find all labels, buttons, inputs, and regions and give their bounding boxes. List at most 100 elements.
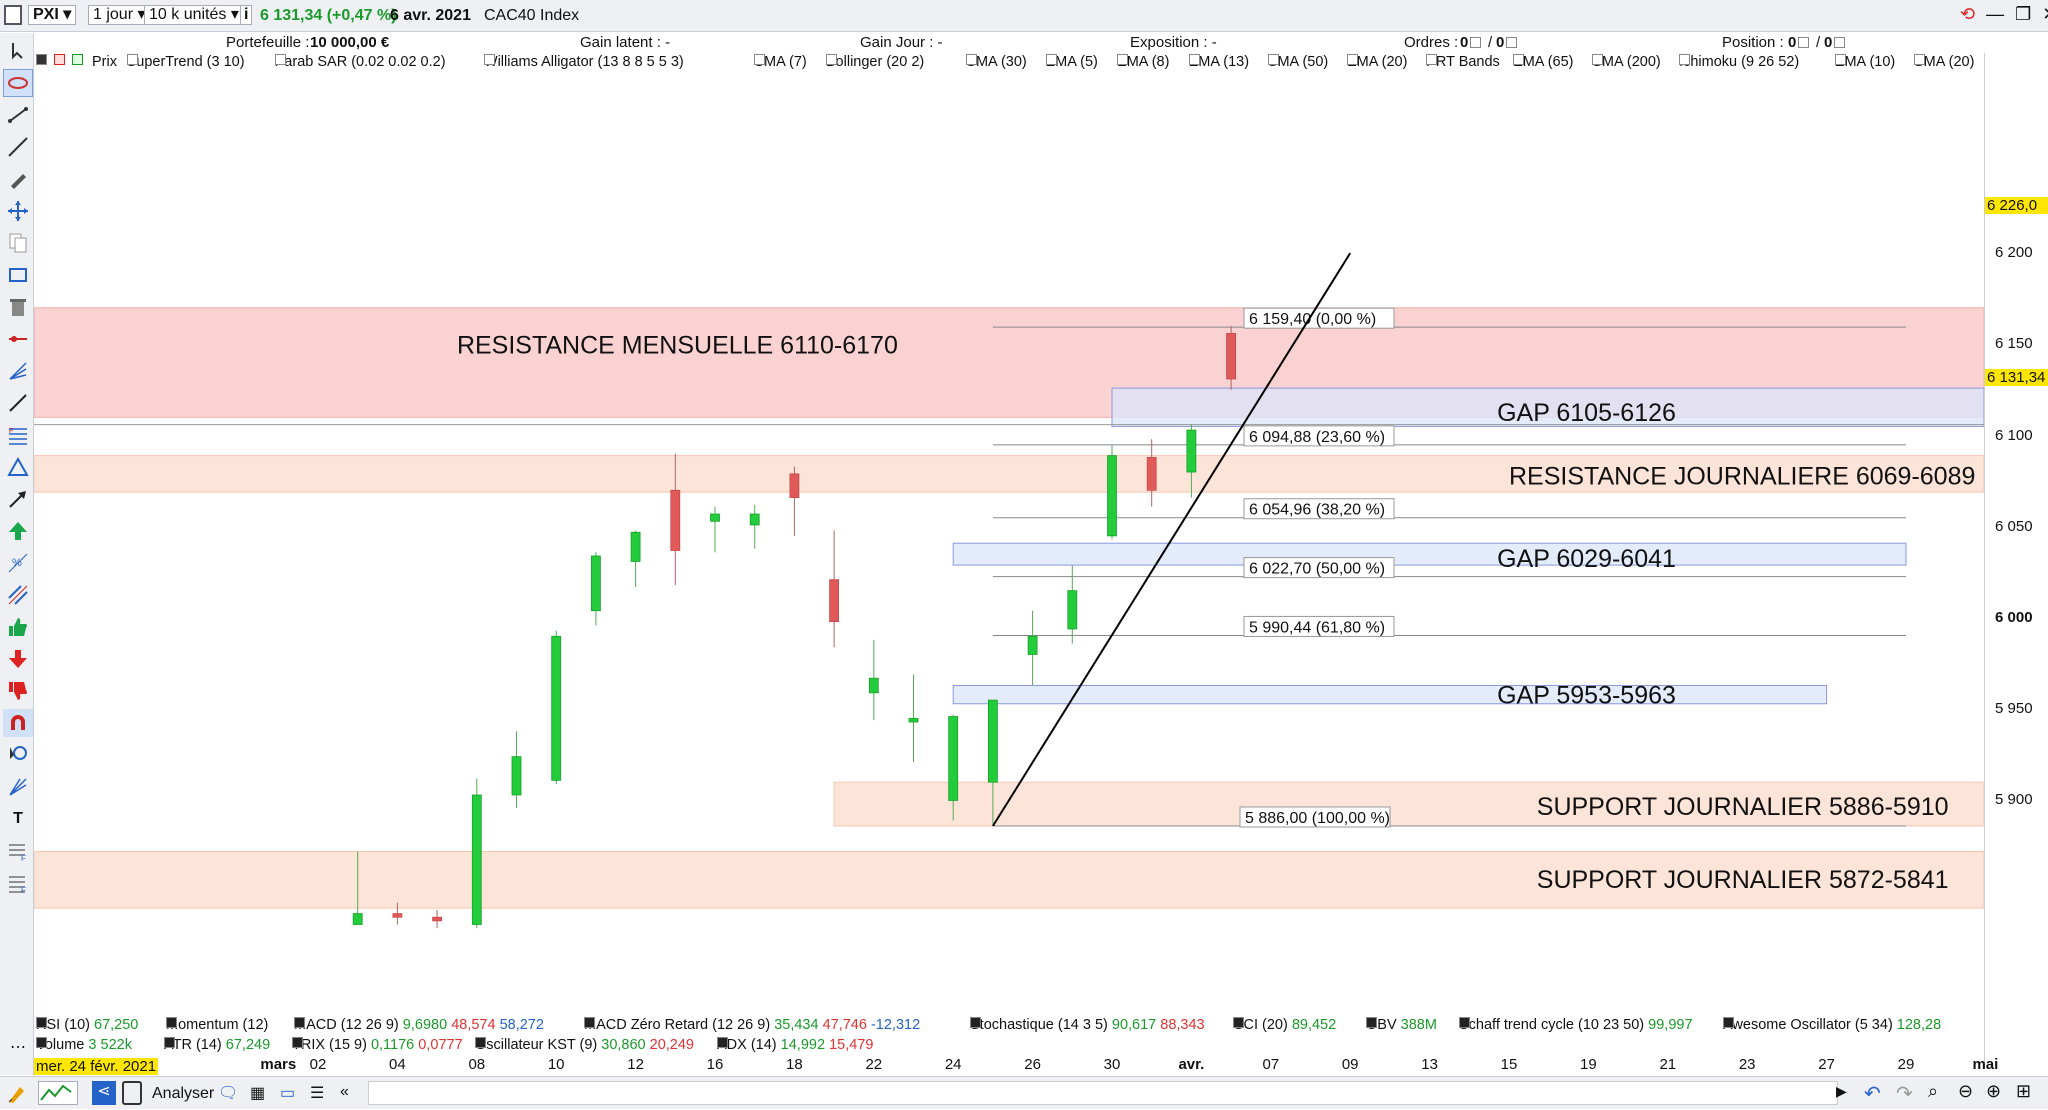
oscillator-toggle[interactable]: MACD (12 26 9) 9,6980 48,574 58,272 xyxy=(294,1017,544,1033)
oscillator-checkbox[interactable] xyxy=(36,1017,47,1028)
overlay-indicator-toggle[interactable]: Bollinger (20 2) xyxy=(825,54,924,70)
zoom-fit-icon[interactable]: ⌕ xyxy=(1928,1081,1939,1101)
indicator-checkbox[interactable] xyxy=(1045,54,1057,65)
share-icon[interactable]: ⋖ xyxy=(92,1081,116,1105)
oscillator-checkbox[interactable] xyxy=(717,1037,728,1048)
calendar-icon[interactable]: ▦ xyxy=(250,1085,266,1102)
line-tool-icon[interactable] xyxy=(3,133,33,161)
oscillator-checkbox[interactable] xyxy=(584,1017,595,1028)
oscillator-checkbox[interactable] xyxy=(970,1017,981,1028)
trash-icon[interactable] xyxy=(3,293,33,321)
close-button[interactable]: ✕ xyxy=(2042,4,2048,24)
horizontal-scrollbar[interactable] xyxy=(368,1081,1838,1105)
ray-tool-icon[interactable] xyxy=(3,389,33,417)
minimize-button[interactable]: — xyxy=(1986,4,2005,24)
triangle-tool-icon[interactable] xyxy=(3,453,33,481)
thumbs-up-icon[interactable] xyxy=(3,613,33,641)
info-icon[interactable]: i xyxy=(240,5,253,25)
percent-tool-icon[interactable]: % xyxy=(3,549,33,577)
indicator-checkbox[interactable] xyxy=(825,54,837,65)
overlay-indicator-toggle[interactable]: EMA (10) xyxy=(1834,54,1895,70)
overlay-indicator-toggle[interactable]: EMA (65) xyxy=(1513,54,1573,70)
indicator-checkbox[interactable] xyxy=(1426,54,1438,65)
indicator-checkbox[interactable] xyxy=(274,54,286,65)
overlay-indicator-toggle[interactable]: Parab SAR (0.02 0.02 0.2) xyxy=(274,54,446,70)
fib-timezone-icon[interactable]: F xyxy=(3,869,33,897)
oscillator-checkbox[interactable] xyxy=(294,1017,305,1028)
pointer-icon[interactable] xyxy=(3,37,33,65)
overlay-indicator-toggle[interactable]: SMA (7) xyxy=(754,54,807,70)
period-selector[interactable]: 1 jour ▾ xyxy=(88,5,151,25)
chat-icon[interactable]: 🗨 xyxy=(218,1085,239,1102)
price-axis[interactable]: 5 900 5 950 6 000 6 050 6 100 6 150 6 200 6 226… xyxy=(1984,53,2048,1063)
screen-icon[interactable]: ▭ xyxy=(280,1085,296,1102)
oscillator-toggle[interactable]: Oscillateur KST (9) 30,860 20,249 xyxy=(475,1037,694,1053)
move-tool-icon[interactable] xyxy=(3,197,33,225)
overlay-indicator-toggle[interactable]: SMA (30) xyxy=(966,54,1027,70)
overlay-indicator-toggle[interactable]: Prix xyxy=(92,54,117,70)
oscillator-toggle[interactable]: Momentum (12) xyxy=(166,1017,268,1033)
oscillator-checkbox[interactable] xyxy=(36,1037,47,1048)
rectangle-tool-icon[interactable] xyxy=(3,261,33,289)
settings-dots-icon[interactable]: ⋯ xyxy=(10,1039,26,1056)
segment-tool-icon[interactable] xyxy=(3,101,33,129)
overlay-indicator-toggle[interactable]: EMA (13) xyxy=(1188,54,1249,70)
draw-mode-icon[interactable] xyxy=(6,1081,30,1110)
oscillator-checkbox[interactable] xyxy=(1723,1017,1734,1028)
indicator-checkbox[interactable] xyxy=(1914,54,1925,65)
chart-type-selector[interactable] xyxy=(38,1081,78,1105)
brush-tool-icon[interactable] xyxy=(3,165,33,193)
oscillator-toggle[interactable]: RSI (10) 67,250 xyxy=(36,1017,138,1033)
indicator-checkbox[interactable] xyxy=(1117,54,1129,65)
indicator-checkbox[interactable] xyxy=(1513,54,1525,65)
indicator-checkbox[interactable] xyxy=(1347,54,1358,65)
oscillator-checkbox[interactable] xyxy=(475,1037,486,1048)
overlay-indicator-toggle[interactable]: EMA (20) xyxy=(1347,54,1407,70)
fibonacci-fan-icon[interactable] xyxy=(3,357,33,385)
indicator-checkbox[interactable] xyxy=(1834,54,1846,65)
oscillator-checkbox[interactable] xyxy=(1233,1017,1244,1028)
indicator-checkbox[interactable] xyxy=(1267,54,1279,65)
orders-toggle-icon-2[interactable] xyxy=(1506,34,1520,51)
arrow-tool-icon[interactable] xyxy=(3,485,33,513)
chart-canvas[interactable]: RESISTANCE MENSUELLE 6110-6170 RESISTANCE… xyxy=(34,74,1984,1016)
indicator-checkbox[interactable] xyxy=(483,54,495,65)
oscillator-toggle[interactable]: ADX (14) 14,992 15,479 xyxy=(717,1037,873,1053)
overlay-indicator-toggle[interactable]: SMA (50) xyxy=(1267,54,1328,70)
sync-icon[interactable]: ⟲ xyxy=(1960,4,1976,24)
oscillator-toggle[interactable]: Volume 3 522k xyxy=(36,1037,132,1053)
fibonacci-retracement-icon[interactable]: F xyxy=(3,421,33,449)
list-icon[interactable]: ☰ xyxy=(310,1085,325,1102)
oscillator-checkbox[interactable] xyxy=(1459,1017,1470,1028)
position-toggle-icon-2[interactable] xyxy=(1834,34,1848,51)
zoom-out-icon[interactable]: ⊖ xyxy=(1958,1081,1974,1101)
ellipse-tool-icon[interactable] xyxy=(3,69,33,97)
redo-icon[interactable]: ↷ xyxy=(1896,1083,1913,1105)
position-toggle-icon[interactable] xyxy=(1798,34,1812,51)
cursor-link-icon[interactable] xyxy=(3,741,33,769)
indicator-checkbox[interactable] xyxy=(1679,54,1691,65)
oscillator-toggle[interactable]: Stochastique (14 3 5) 90,617 88,343 xyxy=(970,1017,1205,1033)
oscillator-checkbox[interactable] xyxy=(292,1037,303,1048)
up-arrow-icon[interactable] xyxy=(3,517,33,545)
oscillator-checkbox[interactable] xyxy=(164,1037,175,1048)
restore-button[interactable]: ❐ xyxy=(2015,4,2032,24)
oscillator-checkbox[interactable] xyxy=(1366,1017,1377,1028)
crosshair-icon[interactable]: ⊞ xyxy=(2016,1081,2032,1101)
oscillator-checkbox[interactable] xyxy=(166,1017,177,1028)
zoom-in-icon[interactable]: ⊕ xyxy=(1986,1081,2002,1101)
thumbs-down-icon[interactable] xyxy=(3,677,33,705)
overlay-indicator-toggle[interactable]: EMA (5) xyxy=(1045,54,1098,70)
oscillator-toggle[interactable]: ATR (14) 67,249 xyxy=(164,1037,270,1053)
indicator-checkbox[interactable] xyxy=(754,54,766,65)
overlay-indicator-toggle[interactable]: PRT Bands xyxy=(1426,54,1500,70)
analyse-button[interactable]: Analyser xyxy=(152,1085,215,1102)
channel-tool-icon[interactable] xyxy=(3,581,33,609)
overlay-indicator-toggle[interactable]: Ichimoku (9 26 52) xyxy=(1679,54,1799,70)
oscillator-toggle[interactable]: MACD Zéro Retard (12 26 9) 35,434 47,746… xyxy=(584,1017,920,1033)
overlay-indicator-toggle[interactable]: SMA (200) xyxy=(1592,54,1661,70)
overlay-indicator-toggle[interactable]: Williams Alligator (13 8 8 5 5 3) xyxy=(483,54,684,70)
horizontal-line-icon[interactable] xyxy=(3,325,33,353)
symbol-selector[interactable]: PXI ▾ xyxy=(28,5,77,25)
price-chart[interactable]: RESISTANCE MENSUELLE 6110-6170 RESISTANCE… xyxy=(34,74,1984,1016)
